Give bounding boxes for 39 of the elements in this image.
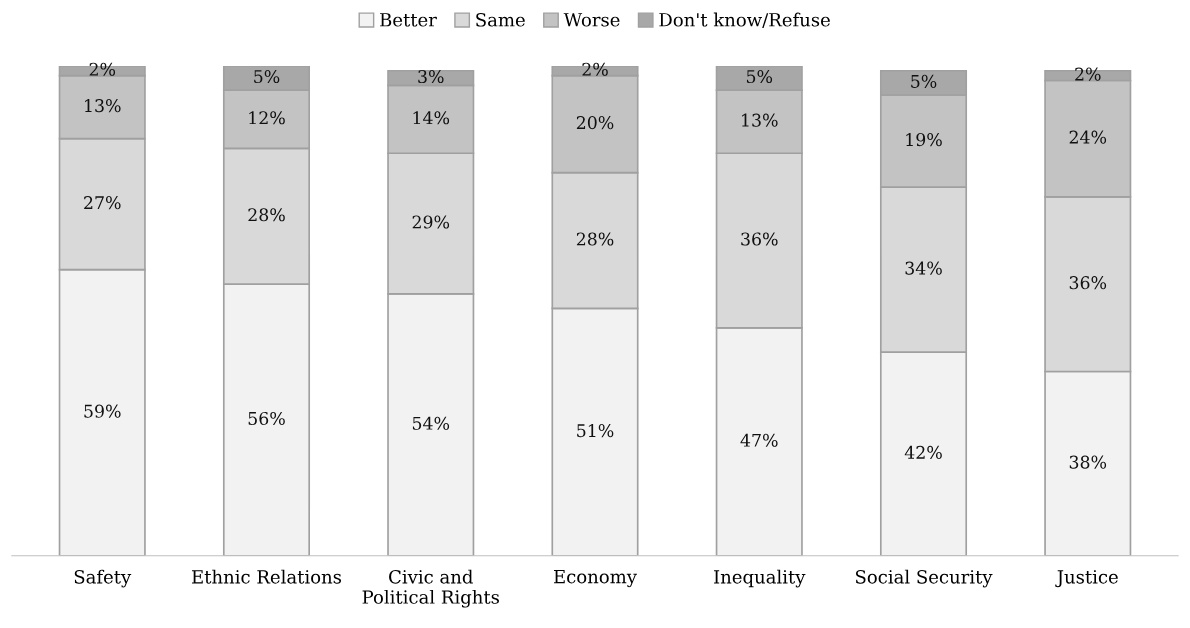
- legend-label: Worse: [563, 13, 620, 27]
- legend-label: Same: [476, 12, 525, 27]
- data-label: 13%: [85, 99, 121, 113]
- data-label: 36%: [1069, 276, 1107, 290]
- data-label: 2%: [89, 62, 116, 76]
- data-label: 2%: [1075, 67, 1101, 81]
- data-label: 27%: [84, 196, 121, 210]
- data-label: 54%: [412, 416, 450, 430]
- data-label: 2%: [582, 62, 608, 76]
- data-label: 12%: [249, 111, 285, 125]
- data-label: 28%: [576, 232, 614, 246]
- x-tick-label: Ethnic Relations: [192, 569, 342, 584]
- data-label: 5%: [746, 69, 773, 84]
- x-tick-label: Inequality: [714, 569, 806, 588]
- legend-label: Don't know/Refuse: [659, 12, 830, 29]
- x-tick-label: Economy: [554, 569, 637, 588]
- data-label: 20%: [576, 116, 614, 130]
- data-label: 51%: [577, 424, 614, 438]
- x-tick-label: Justice: [1055, 570, 1118, 588]
- legend-label: Better: [380, 13, 437, 27]
- data-label: 29%: [412, 215, 450, 229]
- data-label: 59%: [84, 404, 121, 418]
- data-label: 5%: [911, 74, 937, 88]
- data-label: 3%: [418, 69, 444, 84]
- data-label: 36%: [741, 232, 778, 246]
- data-label: 34%: [905, 261, 942, 275]
- data-label: 19%: [906, 133, 942, 147]
- data-label: 38%: [1069, 455, 1107, 469]
- x-tick-label: Social Security: [855, 569, 993, 588]
- x-tick-label: Civic and Political Rights: [362, 569, 499, 608]
- data-label: 13%: [742, 113, 778, 127]
- data-label: 56%: [248, 411, 285, 426]
- x-tick-label: Safety: [74, 569, 132, 588]
- data-label: 42%: [904, 445, 942, 459]
- data-label: 28%: [248, 208, 285, 222]
- data-label: 14%: [413, 111, 450, 125]
- data-label: 24%: [1069, 130, 1107, 144]
- data-label: 47%: [740, 433, 778, 447]
- data-label: 5%: [254, 69, 280, 84]
